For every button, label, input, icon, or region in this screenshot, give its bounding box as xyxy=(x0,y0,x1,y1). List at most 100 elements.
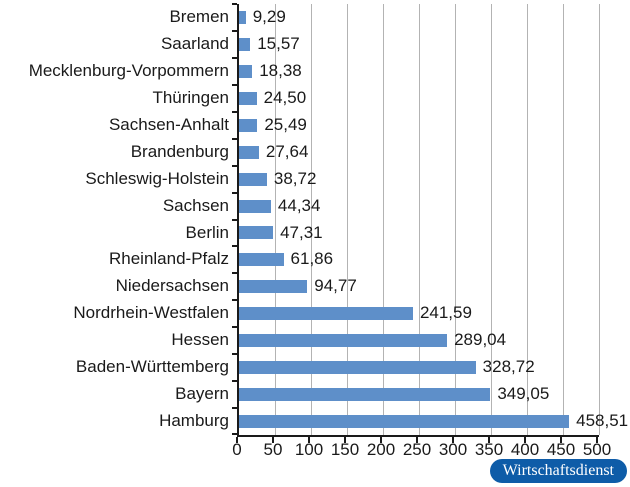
x-tick-label: 250 xyxy=(402,440,432,459)
y-axis-tick xyxy=(232,110,237,113)
bar xyxy=(239,334,448,348)
bar-row: 15,57 xyxy=(239,31,630,58)
bar-row: 349,05 xyxy=(239,381,630,408)
bar-value-label: 289,04 xyxy=(454,330,507,350)
y-axis-tick xyxy=(232,353,237,356)
x-axis-tick xyxy=(416,437,418,443)
x-axis-tick xyxy=(308,437,310,443)
bar-value-label: 18,38 xyxy=(259,60,302,80)
x-tick-label: 200 xyxy=(366,440,396,459)
bar xyxy=(239,64,253,78)
category-label: Baden-Württemberg xyxy=(75,357,229,377)
x-tick-label: 150 xyxy=(330,440,360,459)
x-axis-tick xyxy=(524,437,526,443)
bar-row: 328,72 xyxy=(239,354,630,381)
category-label: Thüringen xyxy=(152,87,229,107)
category-label: Brandenburg xyxy=(130,141,229,161)
x-tick-label: 0 xyxy=(232,440,242,459)
x-axis-tick xyxy=(488,437,490,443)
gridline xyxy=(454,4,456,435)
bar-value-label: 15,57 xyxy=(257,33,300,53)
bar xyxy=(239,226,274,240)
plot-area: 9,29 15,57 18,38 24,50 25,49 27,64 38,72 44,34 4… xyxy=(232,3,628,437)
y-axis-tick xyxy=(232,407,237,410)
bar-value-label: 241,59 xyxy=(419,303,472,323)
bar-row: 458,51 xyxy=(239,408,630,435)
gridline xyxy=(526,4,528,435)
y-axis-tick xyxy=(232,245,237,248)
bar-value-label: 328,72 xyxy=(482,357,535,377)
bar-value-label: 27,64 xyxy=(265,141,309,161)
bar xyxy=(239,415,570,429)
bar-row: 9,29 xyxy=(239,4,630,31)
y-axis-tick xyxy=(232,83,237,86)
x-tick-label: 100 xyxy=(294,440,324,459)
category-label: Berlin xyxy=(185,222,229,242)
bar-row: 61,86 xyxy=(239,246,630,273)
bar-value-label: 9,29 xyxy=(252,7,286,26)
bar xyxy=(239,199,271,213)
y-axis-tick xyxy=(232,29,237,32)
bar xyxy=(239,253,284,267)
x-axis-tick xyxy=(380,437,382,443)
bar-value-label: 44,34 xyxy=(277,195,321,215)
y-axis-tick xyxy=(232,164,237,167)
bar-value-label: 47,31 xyxy=(280,222,323,242)
y-axis-tick xyxy=(232,272,237,275)
y-axis-tick xyxy=(232,299,237,302)
bar xyxy=(239,388,491,402)
bar-value-label: 458,51 xyxy=(576,411,629,431)
x-axis-tick xyxy=(596,437,598,443)
bar-row: 289,04 xyxy=(239,327,630,354)
bar xyxy=(239,145,259,159)
gridline xyxy=(346,4,348,435)
bar-row: 38,72 xyxy=(239,166,630,193)
category-label: Hamburg xyxy=(159,411,229,431)
wirtschaftsdienst-badge: Wirtschaftsdienst xyxy=(489,459,627,483)
bar-row: 94,77 xyxy=(239,273,630,300)
category-label: Sachsen-Anhalt xyxy=(108,114,229,134)
x-axis-tick xyxy=(560,437,562,443)
x-tick-label: 50 xyxy=(263,440,283,459)
bar-row: 27,64 xyxy=(239,139,630,166)
bar-value-label: 38,72 xyxy=(273,168,317,188)
x-axis-tick xyxy=(344,437,346,443)
y-axis-tick xyxy=(232,433,237,435)
x-axis-tick xyxy=(272,437,274,443)
category-label: Rheinland-Pfalz xyxy=(108,249,229,269)
gridline xyxy=(418,4,420,435)
bar-row: 25,49 xyxy=(239,112,630,139)
category-label: Bremen xyxy=(169,7,229,26)
gridline xyxy=(310,4,312,435)
bar-value-label: 61,86 xyxy=(290,249,334,269)
gridline xyxy=(274,4,276,435)
bar xyxy=(239,172,267,186)
x-axis-tick xyxy=(452,437,454,443)
x-tick-label: 300 xyxy=(438,440,468,459)
category-label: Sachsen xyxy=(162,195,229,215)
category-label: Hessen xyxy=(171,330,229,350)
y-axis-tick xyxy=(232,137,237,140)
x-tick-label: 500 xyxy=(582,440,612,459)
bar xyxy=(239,280,308,294)
bar-value-label: 24,50 xyxy=(263,87,307,107)
bar-value-label: 25,49 xyxy=(264,114,307,134)
x-axis-tick xyxy=(236,437,238,443)
gridline xyxy=(490,4,492,435)
bar-value-label: 94,77 xyxy=(314,276,357,296)
gridline xyxy=(598,4,600,435)
bar xyxy=(239,10,246,24)
x-tick-label: 400 xyxy=(510,440,540,459)
bar xyxy=(239,361,476,375)
category-label: Saarland xyxy=(160,33,229,53)
y-axis-tick xyxy=(232,380,237,383)
bar xyxy=(239,118,258,132)
bar-row: 44,34 xyxy=(239,193,630,220)
y-axis-tick xyxy=(232,56,237,59)
y-axis-tick xyxy=(232,191,237,194)
category-label: Schleswig-Holstein xyxy=(85,168,229,188)
gridline xyxy=(382,4,384,435)
bar-row: 18,38 xyxy=(239,58,630,85)
y-axis-tick xyxy=(232,326,237,329)
